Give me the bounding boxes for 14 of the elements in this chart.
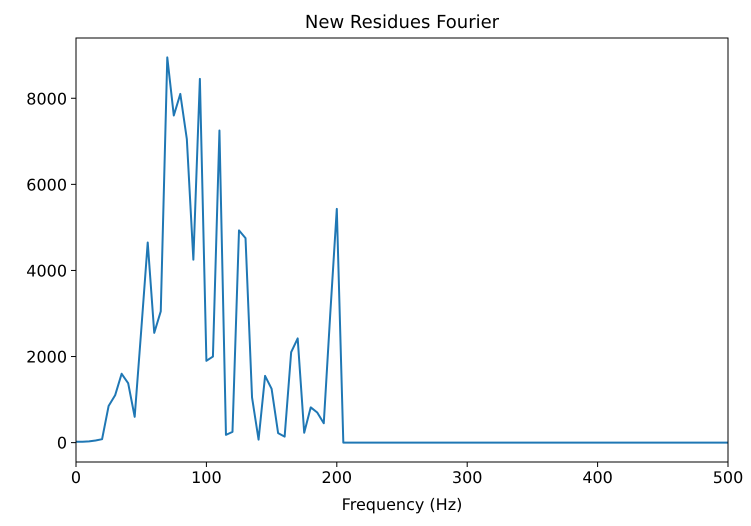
- x-tick-label: 100: [191, 468, 222, 487]
- x-tick-label: 400: [582, 468, 613, 487]
- line-series: [75, 56, 729, 444]
- x-tick-label: 500: [712, 468, 744, 487]
- chart-title: New Residues Fourier: [304, 12, 500, 33]
- y-tick-label: 6000: [26, 175, 67, 194]
- y-tick-label: 2000: [26, 348, 67, 367]
- y-tick-label: 4000: [26, 261, 67, 280]
- y-tick-label: 0: [56, 434, 67, 453]
- x-tick-label: 0: [70, 468, 82, 487]
- y-tick-label: 8000: [26, 89, 67, 108]
- x-tick-label: 300: [452, 468, 482, 487]
- x-tick-label: 200: [322, 468, 352, 487]
- x-axis-title: Frequency (Hz): [342, 495, 462, 514]
